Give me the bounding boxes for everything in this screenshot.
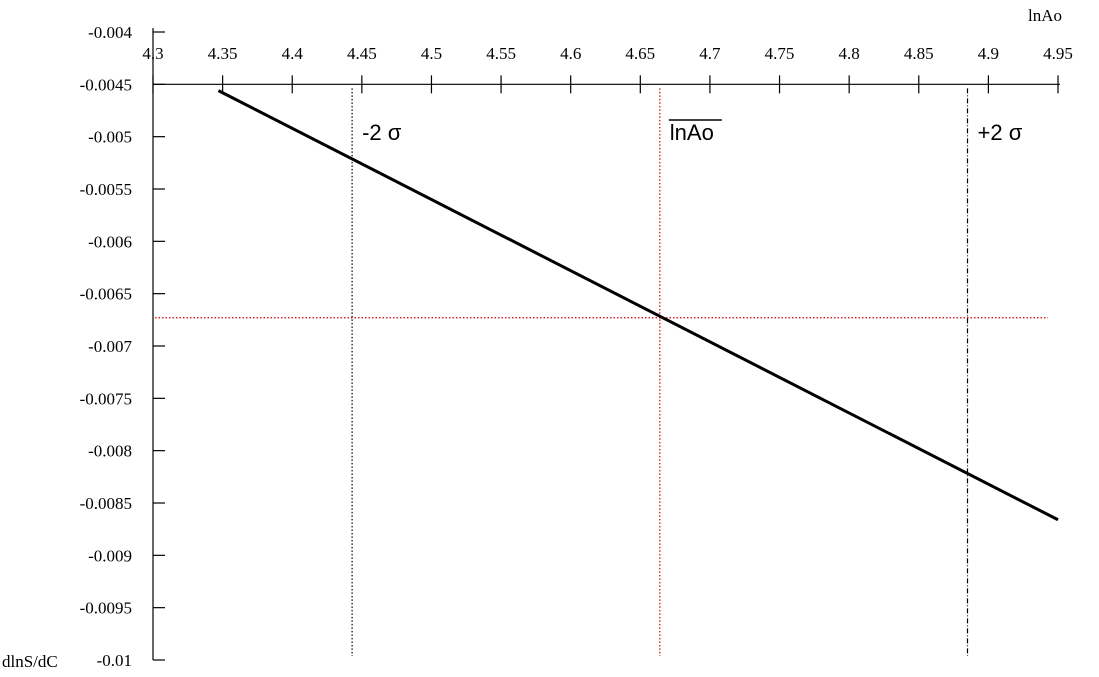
y-tick-label: -0.0045 <box>80 75 132 94</box>
y-tick-label: -0.0095 <box>80 599 132 618</box>
y-tick-label: -0.009 <box>88 546 132 565</box>
x-tick-label: 4.45 <box>347 44 377 63</box>
series-line <box>217 89 1059 522</box>
reference-line-label: +2 σ <box>978 120 1023 145</box>
y-axis-title: dlnS/dC <box>2 652 58 671</box>
x-tick-label: 4.95 <box>1043 44 1073 63</box>
y-tick-label: -0.0055 <box>80 180 132 199</box>
y-tick-label: -0.01 <box>97 651 132 670</box>
x-tick-label: 4.9 <box>978 44 999 63</box>
x-tick-label: 4.5 <box>421 44 442 63</box>
y-tick-label: -0.007 <box>88 337 132 356</box>
x-tick-label: 4.85 <box>904 44 934 63</box>
x-tick-label: 4.4 <box>282 44 304 63</box>
y-tick-label: -0.0065 <box>80 285 132 304</box>
x-tick-label: 4.35 <box>208 44 238 63</box>
x-tick-label: 4.55 <box>486 44 516 63</box>
x-tick-label: 4.65 <box>625 44 655 63</box>
axes <box>152 28 1060 660</box>
reference-line-label: lnAo <box>670 120 714 145</box>
reference-lines: -2 σ lnAo +2 σ <box>155 88 1048 656</box>
reference-line-label: -2 σ <box>362 120 402 145</box>
ticks: 4.3 4.35 4.4 4.45 4.5 4.55 4.6 4.65 4.7 4.75 4.8 4.… <box>80 23 1073 670</box>
y-tick-label: -0.0085 <box>80 494 132 513</box>
y-tick-label: -0.005 <box>88 128 132 147</box>
y-tick-label: -0.0075 <box>80 389 132 408</box>
y-tick-label: -0.006 <box>88 232 132 251</box>
x-axis-title: lnAo <box>1028 6 1062 25</box>
series <box>217 89 1059 522</box>
x-tick-label: 4.6 <box>560 44 581 63</box>
x-tick-label: 4.75 <box>765 44 795 63</box>
x-tick-label: 4.8 <box>839 44 860 63</box>
y-tick-label: -0.004 <box>88 23 132 42</box>
labels: lnAo dlnS/dC <box>2 6 1062 671</box>
x-tick-label: 4.7 <box>699 44 721 63</box>
x-tick-label: 4.3 <box>142 44 163 63</box>
y-tick-label: -0.008 <box>88 442 132 461</box>
